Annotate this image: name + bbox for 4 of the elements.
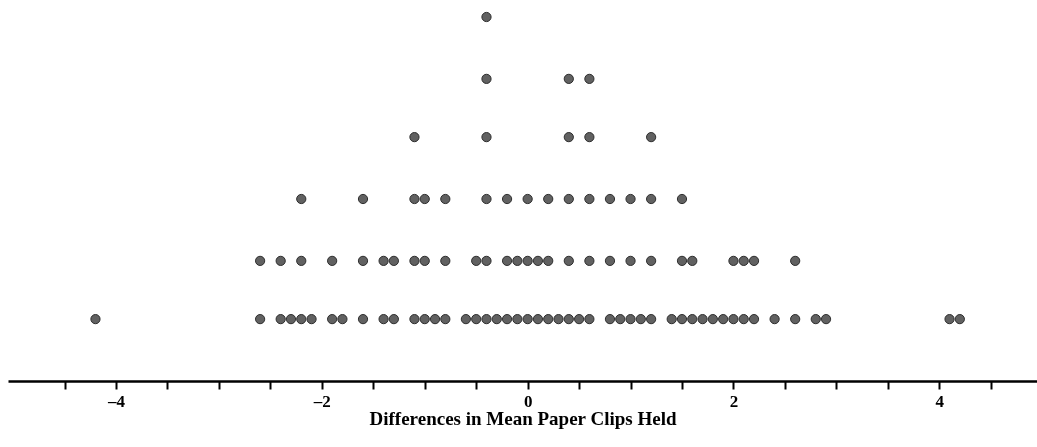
x-tick-label: –2 (312, 391, 331, 411)
x-tick-label: 4 (935, 391, 945, 411)
x-tick-label: –4 (107, 391, 126, 411)
x-tick-label: 2 (729, 391, 739, 411)
